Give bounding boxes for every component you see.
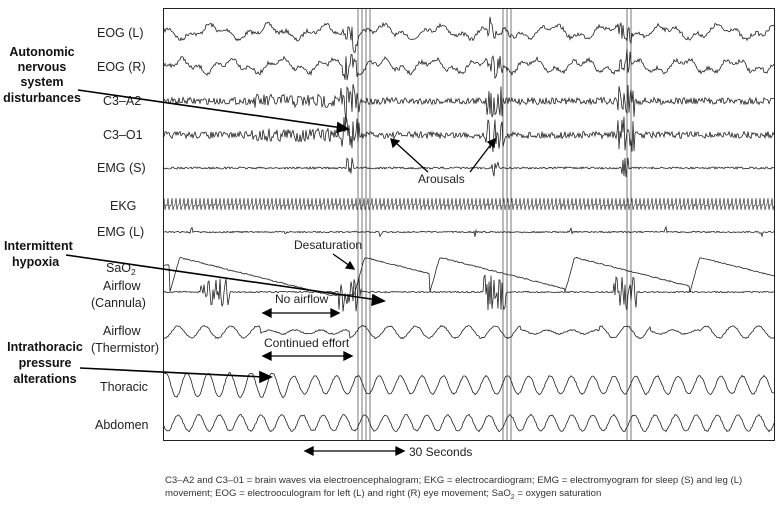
annotation-pressure: Intrathoracic pressure alterations <box>7 340 83 386</box>
trace-c3-o1 <box>163 115 775 153</box>
svg-text:Intermittent: Intermittent <box>4 239 74 253</box>
recording-frame <box>163 8 775 441</box>
svg-text:Intrathoracic: Intrathoracic <box>7 340 83 354</box>
scale-bar-label: 30 Seconds <box>409 445 472 459</box>
channel-labels: EOG (L) EOG (R) C3–A2 C3–O1 EMG (S) EKG … <box>91 26 159 432</box>
scale-bar <box>303 445 406 457</box>
caption-line-1: C3–A2 and C3–01 = brain waves via electr… <box>165 475 743 486</box>
label-sao2: SaO2 <box>106 261 136 277</box>
label-airflow-thermistor-2: (Thermistor) <box>91 341 159 355</box>
annotation-hypoxia: Intermittent hypoxia <box>4 239 74 269</box>
label-airflow-thermistor: Airflow <box>103 324 141 338</box>
label-thoracic: Thoracic <box>100 380 148 394</box>
annotation-arousals: Arousals <box>418 172 465 186</box>
trace-sao2 <box>163 256 775 297</box>
label-emg-s: EMG (S) <box>97 161 146 175</box>
no-airflow-span <box>261 307 341 319</box>
trace-airflow-thermistor <box>163 324 775 340</box>
svg-text:Autonomic: Autonomic <box>9 45 74 59</box>
label-eog-r: EOG (R) <box>97 60 146 74</box>
annotation-desaturation: Desaturation <box>294 238 362 252</box>
trace-emg-s <box>163 157 775 178</box>
time-gridlines <box>357 9 632 440</box>
trace-c3-a2 <box>163 84 775 124</box>
trace-eog-l <box>163 16 775 54</box>
caption-line-2: movement; EOG = electrooculogram for lef… <box>165 488 602 501</box>
svg-text:alterations: alterations <box>13 372 76 386</box>
label-airflow-cannula-2: (Cannula) <box>91 296 146 310</box>
trace-thoracic <box>163 371 775 399</box>
label-ekg: EKG <box>110 199 136 213</box>
trace-ekg <box>163 197 775 211</box>
svg-text:hypoxia: hypoxia <box>12 255 60 269</box>
svg-text:pressure: pressure <box>19 356 72 370</box>
trace-emg-l <box>163 225 775 238</box>
svg-text:nervous: nervous <box>18 60 67 74</box>
label-emg-l: EMG (L) <box>97 225 144 239</box>
annotation-continued-effort: Continued effort <box>264 336 350 350</box>
svg-text:disturbances: disturbances <box>3 91 81 105</box>
desaturation-arrow <box>332 253 356 270</box>
signal-traces <box>163 16 775 433</box>
annotation-arrows <box>65 89 386 384</box>
annotation-no-airflow: No airflow <box>275 292 329 306</box>
label-airflow-cannula: Airflow <box>103 279 141 293</box>
label-abdomen: Abdomen <box>95 418 149 432</box>
continued-effort-span <box>261 350 354 362</box>
trace-airflow-cannula <box>163 274 775 312</box>
trace-abdomen <box>163 413 775 433</box>
annotation-autonomic: Autonomic nervous system disturbances <box>3 45 81 105</box>
arousal-arrows <box>390 137 496 173</box>
trace-eog-r <box>163 48 775 81</box>
label-eog-l: EOG (L) <box>97 26 144 40</box>
figure-caption: C3–A2 and C3–01 = brain waves via electr… <box>165 474 765 504</box>
svg-text:system: system <box>20 75 63 89</box>
label-c3-o1: C3–O1 <box>103 128 143 142</box>
